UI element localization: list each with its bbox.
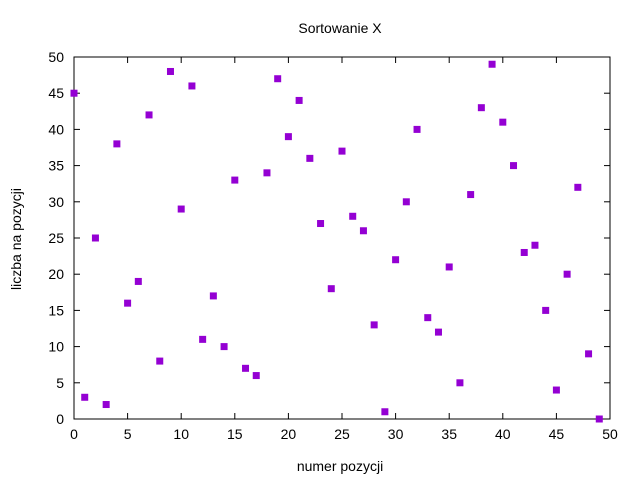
data-point [71, 90, 78, 97]
data-point [146, 111, 153, 118]
chart-title: Sortowanie X [298, 20, 382, 36]
data-point [221, 343, 228, 350]
data-point [478, 104, 485, 111]
x-tick-label: 0 [70, 426, 78, 442]
data-point [103, 401, 110, 408]
data-point [435, 329, 442, 336]
data-point [510, 162, 517, 169]
data-point [521, 249, 528, 256]
data-point [317, 220, 324, 227]
x-tick-label: 45 [549, 426, 565, 442]
x-tick-label: 50 [602, 426, 618, 442]
data-point [381, 408, 388, 415]
y-tick-label: 10 [48, 339, 64, 355]
x-tick-label: 30 [388, 426, 404, 442]
data-point [92, 235, 99, 242]
data-point [467, 191, 474, 198]
data-point [542, 307, 549, 314]
x-tick-label: 15 [227, 426, 243, 442]
data-point [156, 358, 163, 365]
data-point [263, 169, 270, 176]
y-tick-label: 25 [48, 230, 64, 246]
data-point [135, 278, 142, 285]
data-point [456, 379, 463, 386]
plot-area-frame [74, 57, 610, 419]
data-point [296, 97, 303, 104]
x-tick-label: 10 [173, 426, 189, 442]
x-tick-label: 40 [495, 426, 511, 442]
data-point [574, 184, 581, 191]
data-point [371, 321, 378, 328]
data-point [564, 271, 571, 278]
y-tick-label: 40 [48, 121, 64, 137]
y-tick-label: 0 [56, 411, 64, 427]
data-point [585, 350, 592, 357]
x-tick-label: 5 [124, 426, 132, 442]
x-tick-label: 20 [281, 426, 297, 442]
data-point [499, 119, 506, 126]
data-point [446, 263, 453, 270]
y-tick-label: 15 [48, 302, 64, 318]
data-point [349, 213, 356, 220]
data-point [188, 82, 195, 89]
data-point [274, 75, 281, 82]
y-tick-label: 30 [48, 194, 64, 210]
data-point [531, 242, 538, 249]
y-tick-label: 50 [48, 49, 64, 65]
x-tick-label: 25 [334, 426, 350, 442]
data-point [328, 285, 335, 292]
data-point [231, 177, 238, 184]
data-point [424, 314, 431, 321]
data-point [113, 140, 120, 147]
data-point [360, 227, 367, 234]
data-point [210, 292, 217, 299]
x-axis-label: numer pozycji [297, 458, 383, 474]
data-point [596, 416, 603, 423]
data-points [71, 61, 603, 423]
data-point [242, 365, 249, 372]
data-point [392, 256, 399, 263]
y-tick-label: 35 [48, 158, 64, 174]
data-point [253, 372, 260, 379]
y-tick-label: 20 [48, 266, 64, 282]
data-point [178, 206, 185, 213]
y-axis-label: liczba na pozycji [8, 188, 24, 290]
y-tick-label: 5 [56, 375, 64, 391]
data-point [403, 198, 410, 205]
axis-ticks [74, 57, 610, 419]
data-point [339, 148, 346, 155]
data-point [306, 155, 313, 162]
data-point [489, 61, 496, 68]
data-point [285, 133, 292, 140]
data-point [167, 68, 174, 75]
x-tick-label: 35 [441, 426, 457, 442]
data-point [414, 126, 421, 133]
data-point [124, 300, 131, 307]
data-point [553, 387, 560, 394]
data-point [199, 336, 206, 343]
y-tick-label: 45 [48, 85, 64, 101]
data-point [81, 394, 88, 401]
